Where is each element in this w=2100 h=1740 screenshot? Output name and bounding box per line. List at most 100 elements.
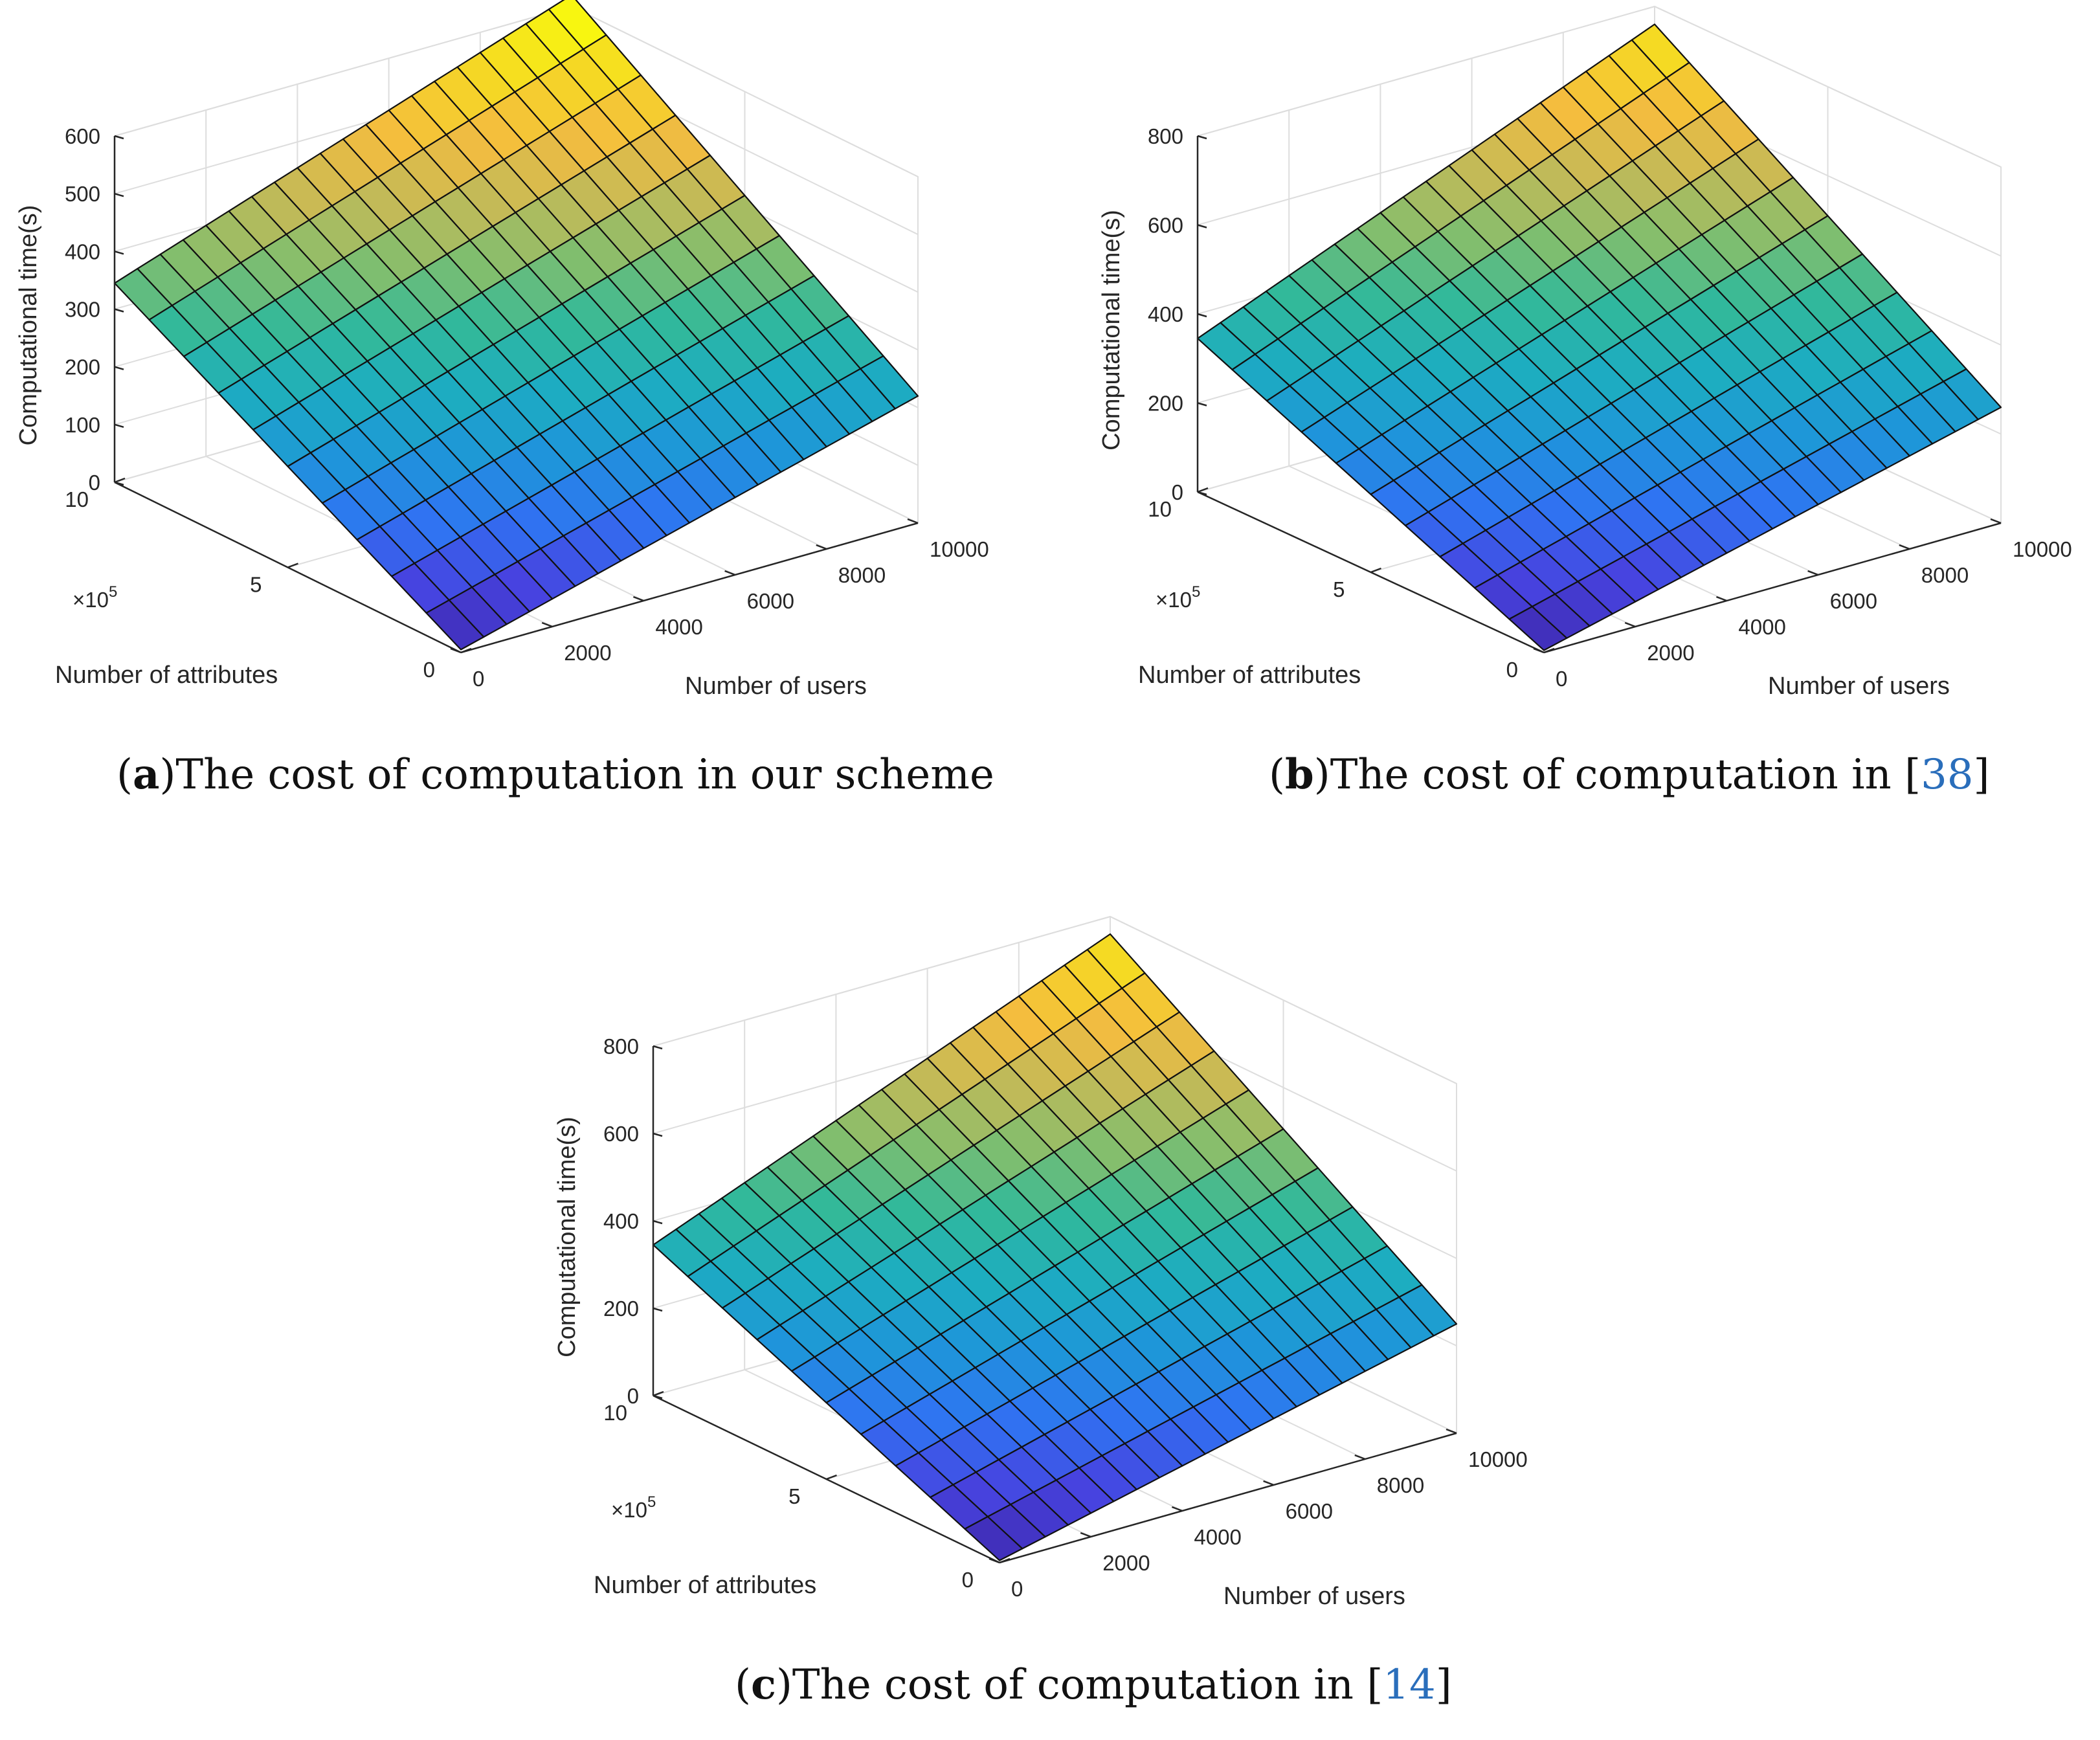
- x-tick-label: 4000: [1738, 615, 1785, 639]
- caption: (c)The cost of computation in [14]: [735, 1660, 1452, 1709]
- x-tick-label: 0: [473, 667, 484, 691]
- z-axis-label: Computational time(s): [15, 205, 42, 446]
- x-tick-label: 2000: [1647, 641, 1694, 665]
- x-tick-label: 0: [1556, 667, 1567, 691]
- z-axis-label: Computational time(s): [1098, 210, 1125, 451]
- y-tick-label: 0: [1506, 658, 1518, 682]
- y-tick-label: 5: [250, 573, 262, 597]
- x-tick-mark: [1899, 544, 1910, 550]
- z-tick-mark: [653, 1220, 663, 1225]
- y-exponent-label: ×105: [73, 583, 117, 612]
- z-tick-label: 0: [89, 471, 100, 495]
- z-tick-mark: [114, 308, 124, 313]
- caption-open-paren: (: [735, 1661, 751, 1709]
- x-tick-mark: [632, 596, 644, 602]
- y-tick-label: 0: [962, 1568, 974, 1592]
- z-tick-mark: [1197, 313, 1207, 318]
- z-tick-label: 800: [1148, 124, 1183, 148]
- surface: [652, 933, 1458, 1561]
- caption-letter: a: [133, 750, 159, 799]
- z-axis-label: Computational time(s): [553, 1117, 581, 1357]
- z-tick-label: 500: [65, 182, 100, 206]
- x-tick-mark: [1533, 647, 1545, 654]
- x-tick-mark: [1354, 1454, 1366, 1460]
- y-tick-mark: [826, 1474, 837, 1480]
- y-exponent-label: ×105: [611, 1493, 656, 1522]
- x-axis-line: [999, 1432, 1457, 1564]
- z-tick-mark: [653, 1045, 663, 1050]
- x-tick-mark: [816, 544, 827, 550]
- surface: [1196, 23, 2002, 651]
- y-exponent-base: ×10: [611, 1498, 647, 1522]
- z-tick-label: 400: [65, 240, 100, 263]
- x-axis-line: [1543, 522, 2002, 654]
- chart-panel-b: 02004006008000510×1050200040006000800010…: [1098, 5, 2072, 799]
- y-tick-label: 10: [65, 487, 89, 511]
- x-axis-label: Number of users: [1768, 673, 1950, 700]
- y-axis-label: Number of attributes: [594, 1572, 816, 1599]
- x-tick-label: 0: [1011, 1577, 1023, 1601]
- y-tick-label: 5: [1333, 577, 1345, 601]
- z-tick-label: 400: [603, 1209, 639, 1233]
- x-tick-label: 10000: [2013, 537, 2072, 561]
- x-tick-label: 4000: [1194, 1525, 1241, 1549]
- z-tick-label: 0: [627, 1384, 639, 1408]
- caption-close-paren: ): [159, 751, 175, 799]
- caption-open-paren: (: [117, 751, 133, 799]
- x-tick-label: 4000: [655, 615, 702, 639]
- chart-panel-a: 01002003004005006000510×1050200040006000…: [15, 0, 994, 799]
- axes: 02004006008000510×1050200040006000800010…: [1098, 124, 2072, 700]
- y-tick-mark: [653, 1390, 664, 1397]
- chart-panel-c: 02004006008000510×1050200040006000800010…: [553, 915, 1528, 1709]
- z-tick-label: 200: [603, 1297, 639, 1321]
- y-tick-label: 10: [1148, 497, 1172, 521]
- x-tick-mark: [907, 518, 919, 524]
- caption-letter: b: [1285, 750, 1314, 799]
- z-tick-mark: [1197, 224, 1207, 229]
- surface-patch: [964, 1515, 1023, 1561]
- x-tick-label: 8000: [838, 563, 886, 587]
- y-exponent-base: ×10: [73, 588, 109, 612]
- z-tick-label: 200: [65, 355, 100, 379]
- z-tick-mark: [1197, 491, 1207, 496]
- box-edge: [114, 5, 919, 523]
- x-tick-label: 8000: [1377, 1473, 1424, 1497]
- z-tick-label: 300: [65, 298, 100, 322]
- z-tick-mark: [114, 192, 124, 197]
- y-tick-mark: [460, 647, 472, 654]
- z-tick-mark: [1197, 402, 1207, 407]
- z-tick-mark: [114, 366, 124, 370]
- y-tick-label: 5: [788, 1484, 800, 1508]
- z-tick-mark: [653, 1394, 663, 1400]
- caption-reference-link[interactable]: 14: [1383, 1661, 1435, 1709]
- x-tick-mark: [1263, 1480, 1275, 1486]
- x-tick-label: 2000: [564, 641, 611, 665]
- caption-reference-link[interactable]: 38: [1921, 751, 1973, 799]
- x-tick-mark: [1715, 596, 1727, 602]
- z-tick-mark: [1197, 135, 1207, 140]
- x-tick-mark: [450, 647, 462, 654]
- y-exponent-power: 5: [109, 583, 117, 601]
- y-exponent-power: 5: [1192, 583, 1200, 601]
- y-axis-label: Number of attributes: [1138, 662, 1361, 689]
- z-tick-label: 400: [1148, 302, 1183, 326]
- x-tick-label: 10000: [1468, 1447, 1528, 1471]
- x-tick-mark: [724, 570, 736, 576]
- x-tick-mark: [1446, 1428, 1457, 1434]
- box-edge: [653, 915, 1457, 1433]
- z-tick-label: 600: [603, 1122, 639, 1146]
- y-tick-mark: [1370, 567, 1381, 574]
- x-tick-mark: [1080, 1532, 1091, 1538]
- z-tick-label: 800: [603, 1034, 639, 1058]
- x-axis-line: [460, 522, 919, 654]
- x-axis-label: Number of users: [685, 673, 867, 700]
- x-tick-mark: [1990, 518, 2002, 524]
- z-tick-label: 100: [65, 413, 100, 437]
- y-tick-label: 0: [423, 658, 435, 682]
- z-tick-label: 600: [65, 124, 100, 148]
- surface-patch: [1508, 605, 1568, 651]
- z-tick-mark: [114, 481, 124, 486]
- x-tick-label: 8000: [1921, 563, 1969, 587]
- x-axis-label: Number of users: [1223, 1583, 1405, 1610]
- surface-patch: [425, 599, 485, 651]
